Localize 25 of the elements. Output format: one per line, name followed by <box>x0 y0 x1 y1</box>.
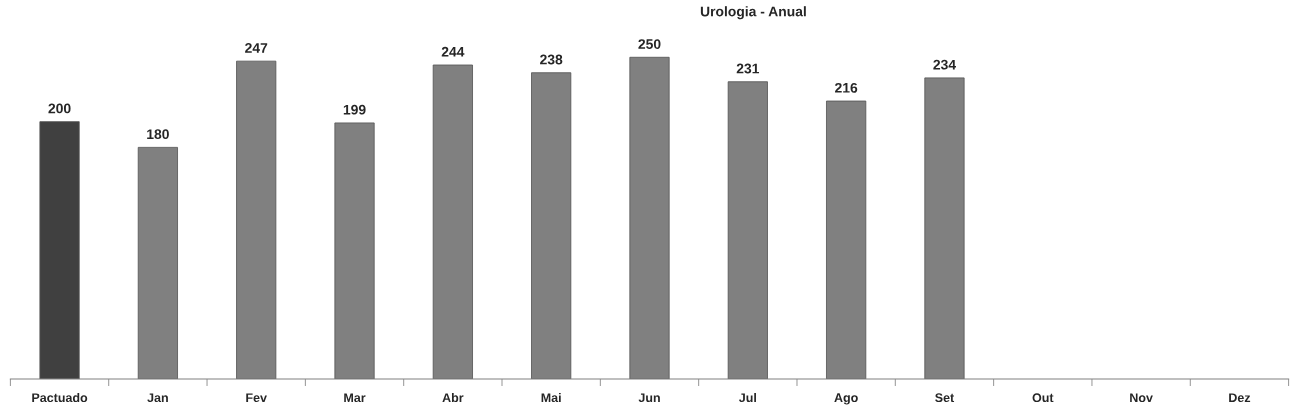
data-label: 238 <box>540 54 563 65</box>
data-label: 244 <box>441 46 465 57</box>
data-label: 250 <box>638 39 661 49</box>
x-tick-label: Pactuado <box>32 392 88 403</box>
x-tick-label: Ago <box>834 393 858 405</box>
x-tick-label: Set <box>935 393 955 403</box>
chart-title: Urologia - Anual <box>700 6 806 20</box>
x-tick-label: Jan <box>147 393 168 403</box>
x-tick-label: Mar <box>344 393 366 403</box>
data-label: 234 <box>933 59 956 70</box>
data-label: 200 <box>48 103 71 114</box>
x-tick-label: Nov <box>1130 393 1153 403</box>
x-tick-label: Abr <box>442 392 464 403</box>
x-tick-label: Jun <box>638 393 660 403</box>
data-label: 199 <box>343 104 366 115</box>
x-tick-label: Jul <box>738 392 756 403</box>
bar <box>39 121 80 380</box>
x-tick-label: Fev <box>246 393 267 403</box>
x-tick-label: Out <box>1032 393 1054 403</box>
x-tick-label: Dez <box>1229 393 1251 403</box>
data-label: 180 <box>147 129 169 140</box>
data-label: 247 <box>245 43 268 53</box>
data-label: 216 <box>835 82 858 93</box>
x-tick-label: Mai <box>541 392 561 403</box>
data-label: 231 <box>736 63 760 74</box>
